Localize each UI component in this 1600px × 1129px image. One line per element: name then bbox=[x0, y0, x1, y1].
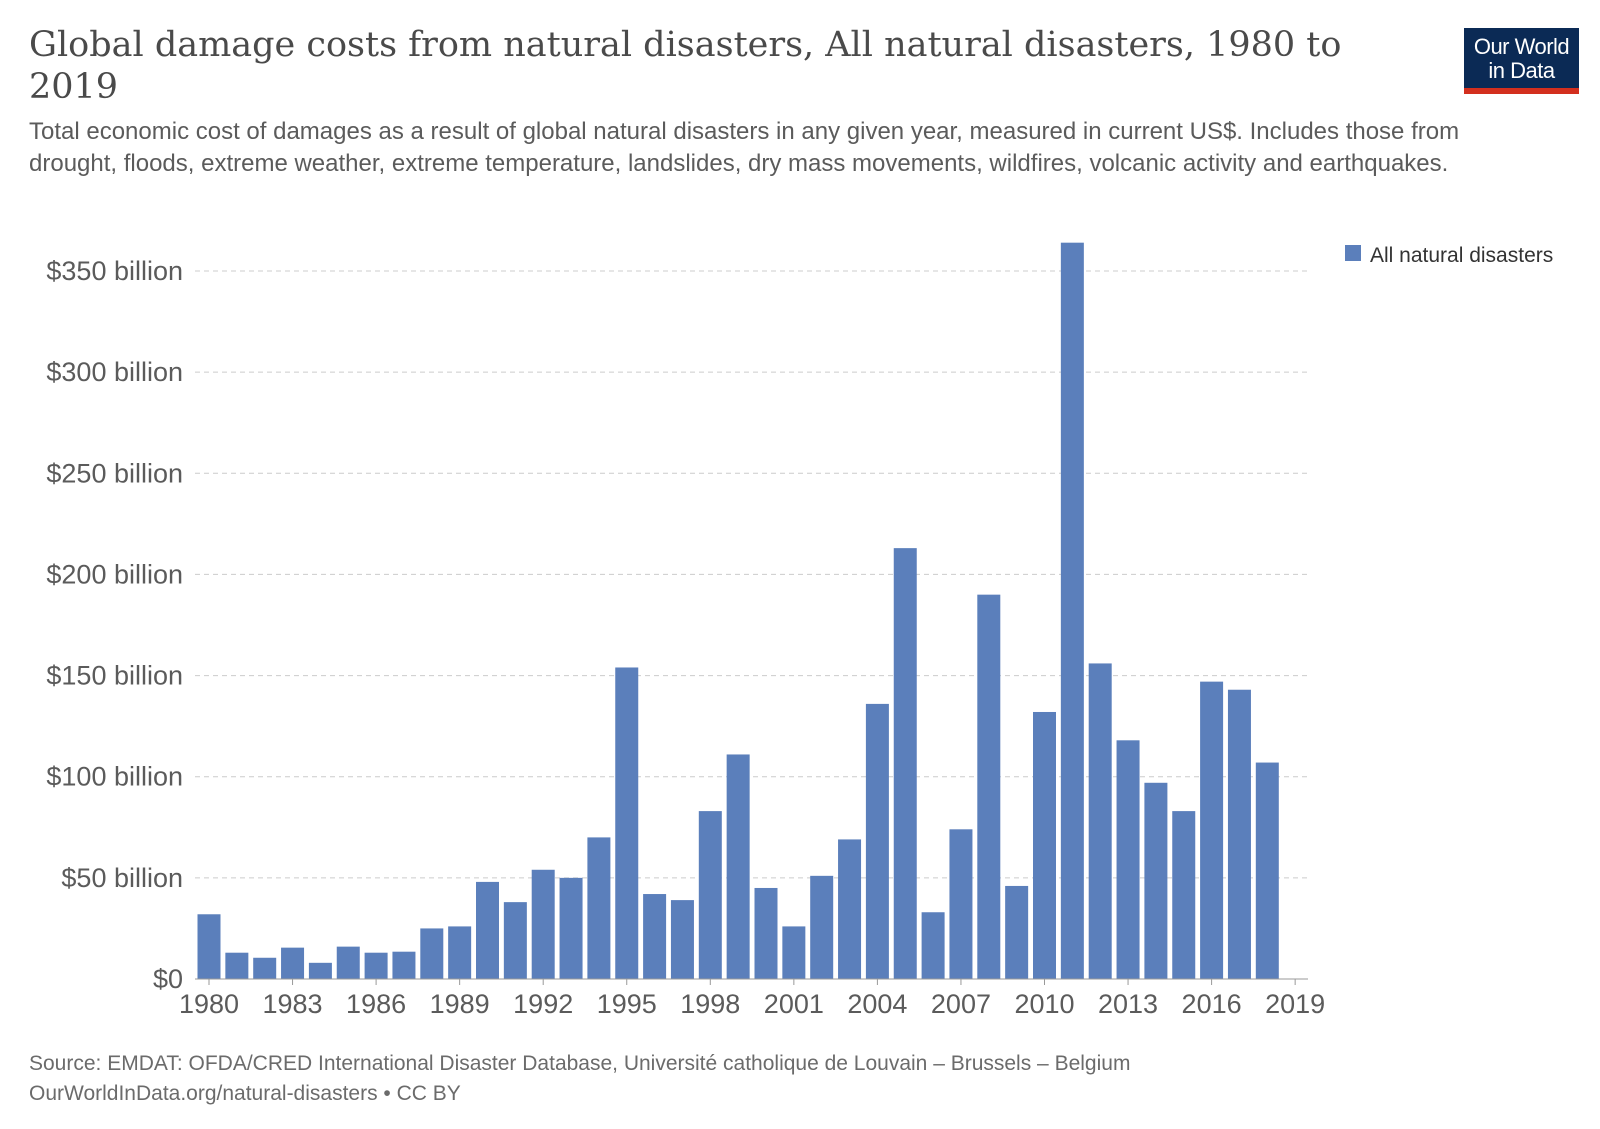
legend[interactable]: All natural disasters bbox=[1345, 244, 1553, 267]
x-tick-label: 2004 bbox=[847, 989, 907, 1019]
logo-line-2: in Data bbox=[1488, 58, 1555, 83]
chart-subtitle: Total economic cost of damages as a resu… bbox=[29, 118, 1460, 177]
x-tick-label: 1980 bbox=[179, 989, 239, 1019]
x-tick-label: 2001 bbox=[764, 989, 824, 1019]
legend-swatch bbox=[1345, 245, 1361, 261]
bar-1999[interactable] bbox=[726, 754, 750, 979]
x-tick-label: 2016 bbox=[1182, 989, 1242, 1019]
bar-1988[interactable] bbox=[420, 928, 444, 979]
x-tick-label: 2019 bbox=[1265, 989, 1325, 1019]
source-note: Source: EMDAT: OFDA/CRED International D… bbox=[29, 1052, 1131, 1075]
y-tick-label: $100 billion bbox=[46, 762, 183, 792]
x-tick-label: 2013 bbox=[1098, 989, 1158, 1019]
bar-1992[interactable] bbox=[531, 869, 555, 979]
bar-2001[interactable] bbox=[782, 926, 806, 979]
bar-2002[interactable] bbox=[810, 875, 834, 979]
y-tick-label: $300 billion bbox=[46, 357, 183, 387]
y-tick-label: $250 billion bbox=[46, 458, 183, 488]
bar-1987[interactable] bbox=[392, 951, 416, 979]
bar-1996[interactable] bbox=[643, 894, 667, 979]
x-tick-label: 1995 bbox=[597, 989, 657, 1019]
bar-2016[interactable] bbox=[1200, 681, 1224, 979]
bar-2010[interactable] bbox=[1033, 711, 1056, 979]
y-tick-label: $150 billion bbox=[46, 661, 183, 691]
bar-2009[interactable] bbox=[1005, 885, 1029, 979]
bar-2011[interactable] bbox=[1060, 242, 1084, 979]
footer: Source: EMDAT: OFDA/CRED International D… bbox=[29, 1049, 1130, 1109]
bar-1989[interactable] bbox=[448, 926, 472, 979]
chart-title: Global damage costs from natural disaste… bbox=[29, 25, 1342, 107]
bar-1993[interactable] bbox=[559, 877, 583, 979]
bar-2012[interactable] bbox=[1088, 663, 1112, 979]
y-tick-label: $50 billion bbox=[61, 863, 183, 893]
logo-line-1: Our World bbox=[1473, 34, 1570, 59]
bar-2005[interactable] bbox=[893, 548, 917, 979]
bar-1994[interactable] bbox=[587, 837, 611, 979]
bar-1981[interactable] bbox=[225, 952, 249, 979]
x-tick-label: 2007 bbox=[931, 989, 991, 1019]
bar-2006[interactable] bbox=[921, 912, 945, 979]
bar-2003[interactable] bbox=[838, 839, 862, 979]
bar-2014[interactable] bbox=[1144, 782, 1168, 979]
bar-2018[interactable] bbox=[1255, 762, 1279, 979]
bar-1998[interactable] bbox=[698, 811, 722, 979]
bar-1990[interactable] bbox=[476, 881, 499, 979]
x-tick-label: 1992 bbox=[513, 989, 573, 1019]
bar-2017[interactable] bbox=[1227, 689, 1251, 979]
bar-2004[interactable] bbox=[865, 703, 889, 979]
owid-logo[interactable]: Our World in Data bbox=[1464, 28, 1579, 94]
x-tick-label: 1983 bbox=[263, 989, 323, 1019]
x-tick-label: 1989 bbox=[430, 989, 490, 1019]
x-tick-label: 1986 bbox=[346, 989, 406, 1019]
bar-2000[interactable] bbox=[754, 887, 778, 979]
y-tick-label: $0 bbox=[153, 964, 183, 994]
bar-1983[interactable] bbox=[281, 947, 305, 979]
bar-2015[interactable] bbox=[1172, 811, 1196, 979]
bar-1982[interactable] bbox=[253, 957, 277, 979]
bar-1991[interactable] bbox=[503, 902, 527, 979]
bar-1997[interactable] bbox=[670, 900, 694, 979]
credit-link[interactable]: OurWorldInData.org/natural-disasters • C… bbox=[29, 1082, 461, 1105]
bar-2008[interactable] bbox=[977, 594, 1001, 979]
bar-1985[interactable] bbox=[336, 946, 360, 979]
y-tick-label: $350 billion bbox=[46, 256, 183, 286]
bar-1986[interactable] bbox=[364, 952, 388, 979]
bar-1984[interactable] bbox=[308, 962, 332, 979]
bar-1995[interactable] bbox=[615, 667, 639, 979]
bar-2013[interactable] bbox=[1116, 740, 1140, 979]
bar-1980[interactable] bbox=[197, 914, 221, 979]
y-tick-label: $200 billion bbox=[46, 559, 183, 589]
x-tick-label: 2010 bbox=[1014, 989, 1074, 1019]
legend-label: All natural disasters bbox=[1370, 244, 1553, 267]
x-tick-label: 1998 bbox=[680, 989, 740, 1019]
bar-2007[interactable] bbox=[949, 829, 973, 979]
